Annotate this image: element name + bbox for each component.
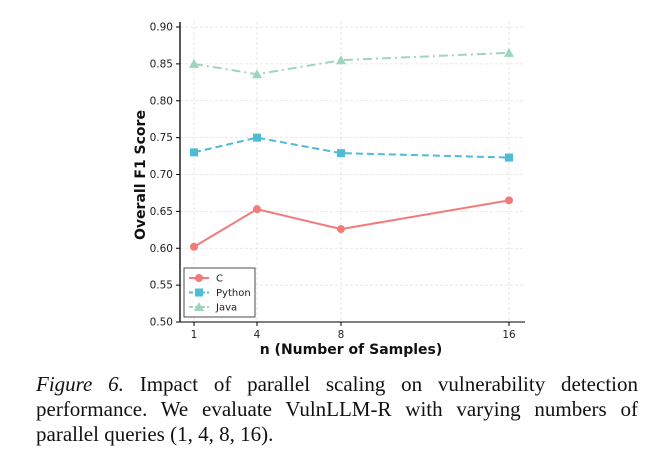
y-tick-label: 0.60 [150, 243, 173, 255]
y-tick-label: 0.70 [150, 169, 173, 181]
x-tick-label: 8 [338, 329, 345, 341]
x-tick-label: 1 [191, 329, 198, 341]
data-point-java [504, 47, 514, 57]
data-point-java [252, 69, 262, 79]
data-point-c [190, 242, 198, 251]
data-point-python [337, 149, 345, 158]
series-line-python [193, 136, 510, 159]
series-line-c [193, 199, 510, 248]
data-point-python [505, 153, 513, 162]
y-tick-label: 0.65 [150, 206, 173, 218]
legend-marker-c [195, 274, 203, 282]
y-axis-label: Overall F1 Score [133, 110, 149, 240]
data-point-python [253, 133, 261, 142]
legend: C Python Java [183, 267, 256, 318]
data-point-python [190, 148, 198, 157]
legend-label-c: C [216, 274, 223, 285]
data-point-java [189, 58, 199, 68]
y-tick-label: 0.55 [150, 280, 173, 292]
y-tick-label: 0.50 [150, 317, 173, 329]
legend-label-java: Java [215, 303, 237, 314]
caption-label: Figure 6. [36, 372, 124, 396]
y-tick-label: 0.80 [150, 95, 173, 107]
y-tick-label: 0.75 [150, 132, 173, 144]
axes: 0.50 0.55 0.60 0.65 0.70 0.75 0.80 0.85 0.90 1 4 8 1… [150, 22, 525, 341]
figure-caption: Figure 6. Impact of parallel scaling on … [36, 372, 638, 447]
y-tick-label: 0.90 [150, 22, 173, 34]
x-tick-label: 16 [502, 329, 516, 341]
data-point-java [336, 55, 346, 65]
data-point-c [337, 225, 345, 234]
legend-label-python: Python [216, 288, 251, 299]
x-axis-label: n (Number of Samples) [260, 342, 443, 358]
legend-marker-java [194, 302, 204, 311]
line-chart: 0.50 0.55 0.60 0.65 0.70 0.75 0.80 0.85 0.90 1 4 8 1… [133, 22, 525, 358]
x-tick-label: 4 [254, 329, 261, 341]
y-tick-label: 0.85 [150, 58, 173, 70]
series-line-java [193, 51, 510, 76]
data-point-c [505, 196, 513, 205]
data-point-c [253, 205, 261, 214]
caption-text: Impact of parallel scaling on vulnerabil… [36, 372, 638, 446]
series-group [189, 47, 514, 251]
legend-marker-python [195, 288, 203, 297]
